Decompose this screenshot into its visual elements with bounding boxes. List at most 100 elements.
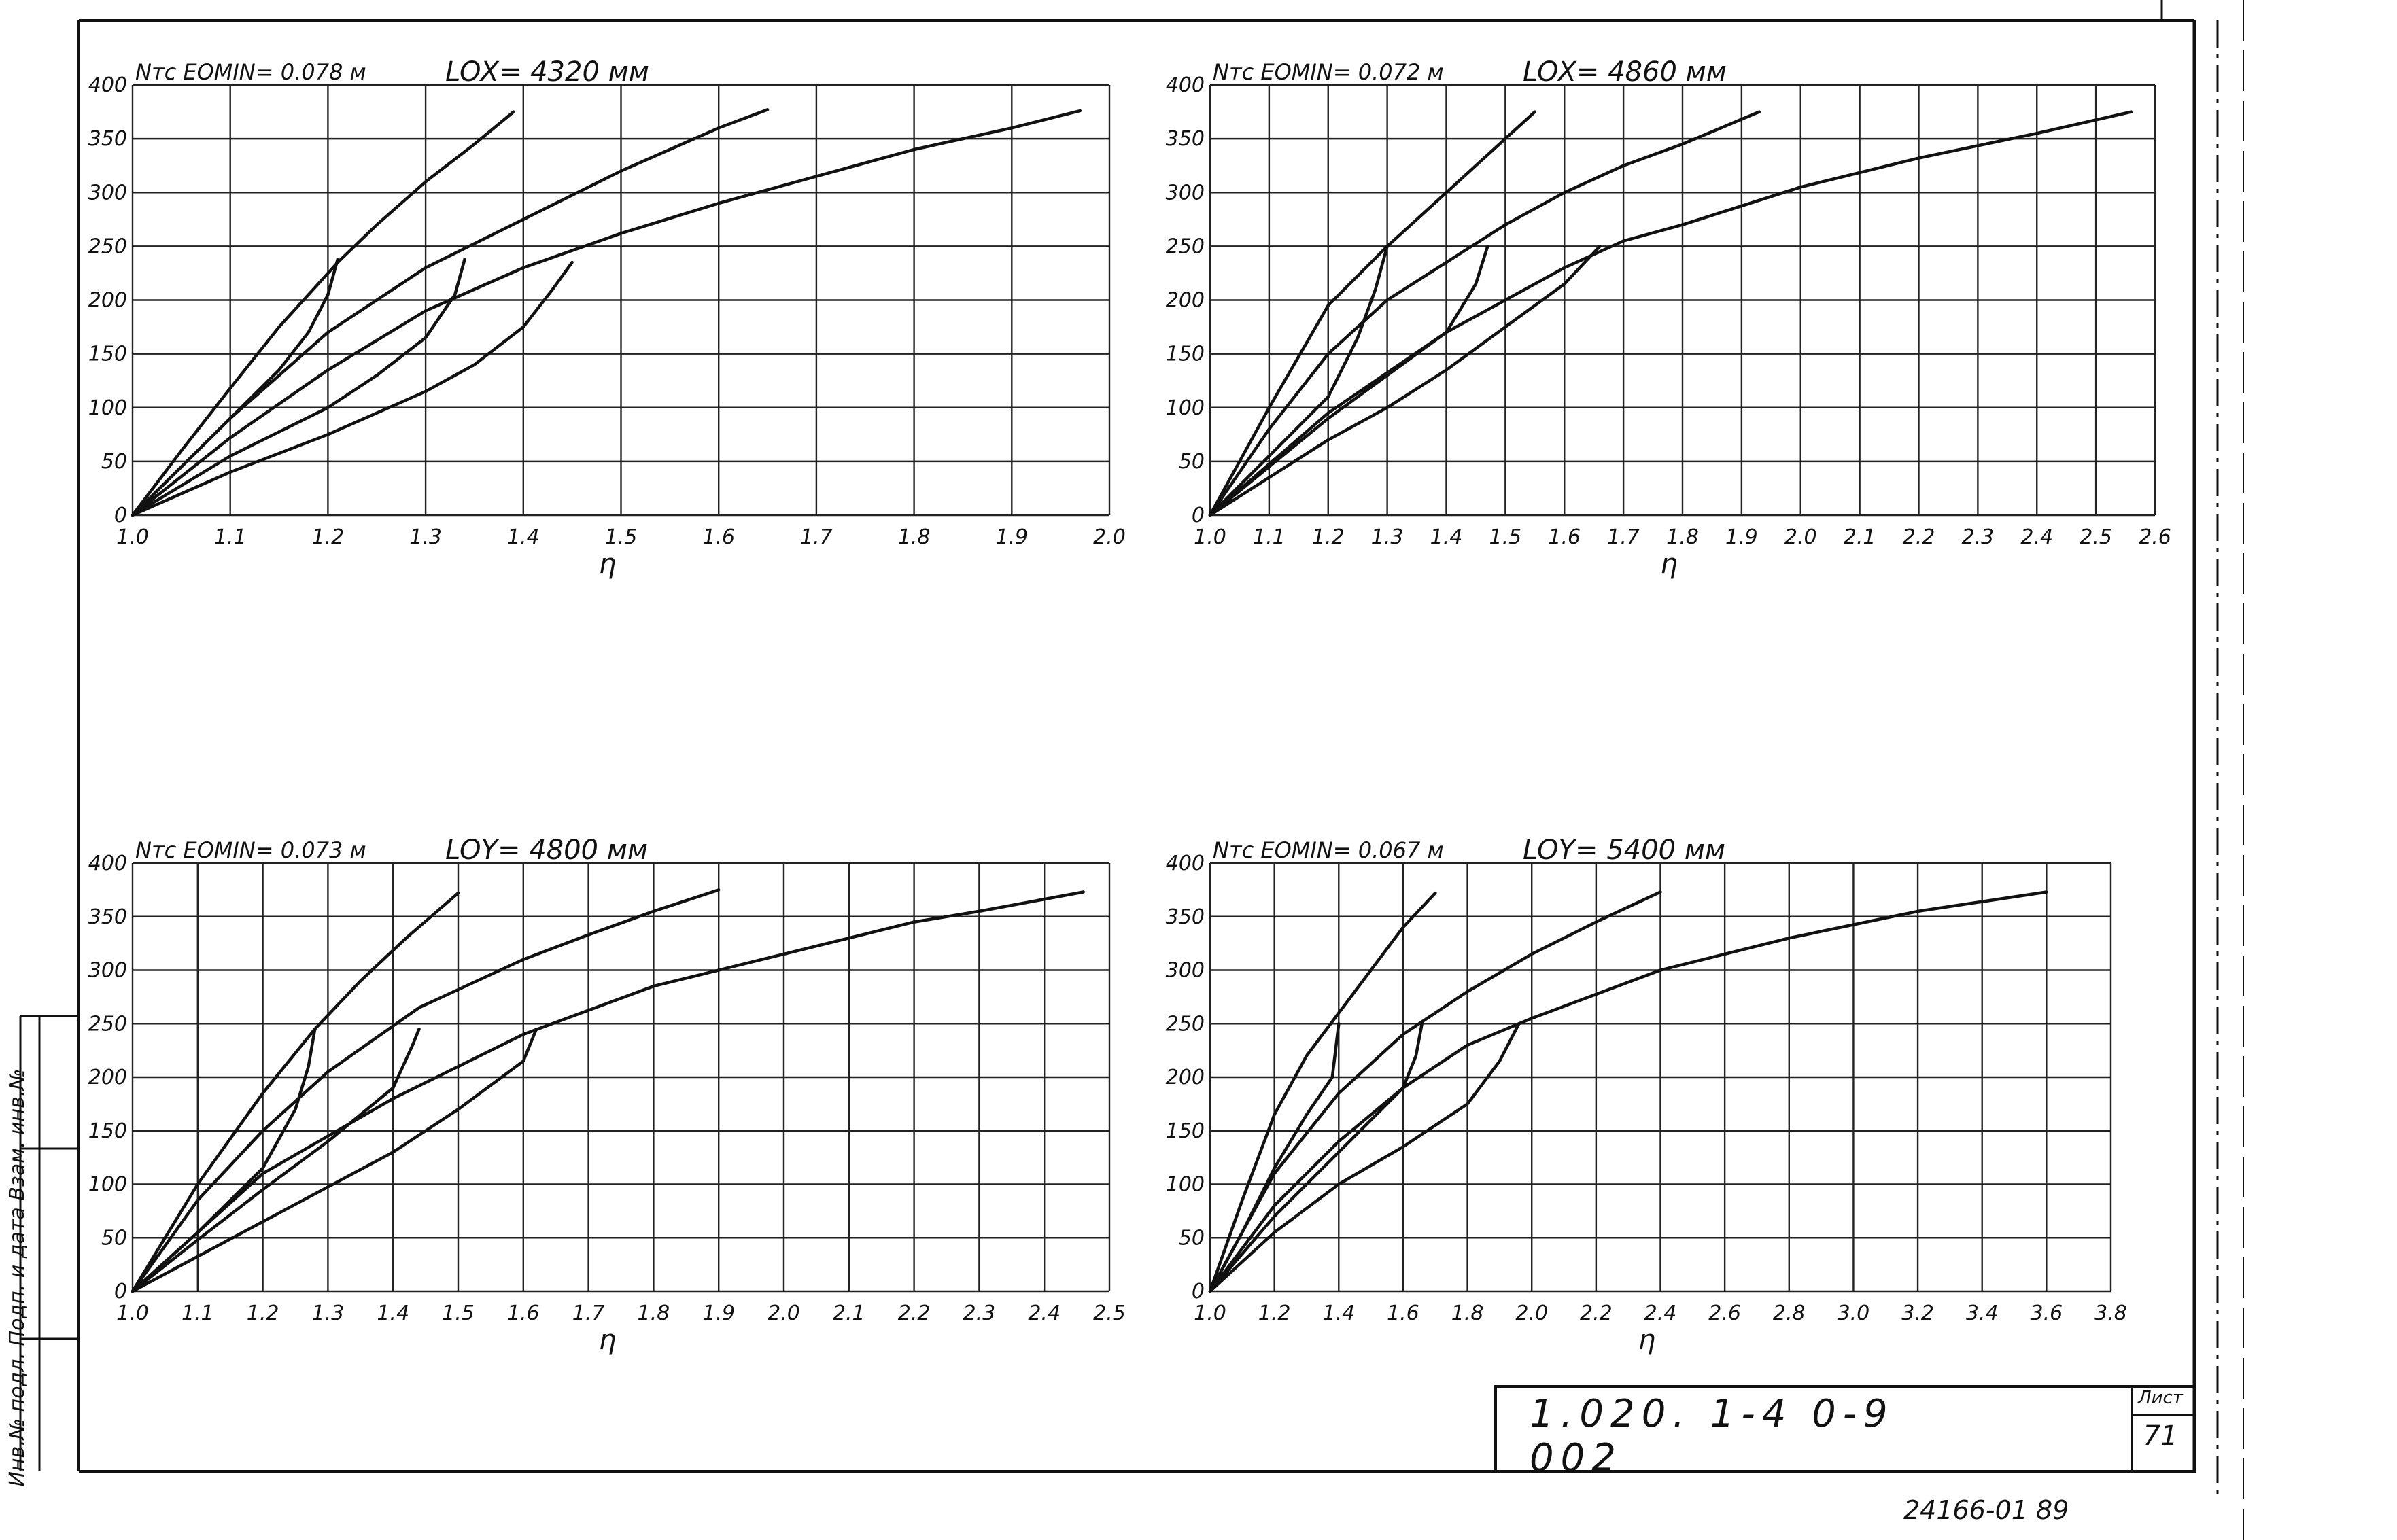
y-tick-label: 350 [1166,905,1205,929]
y-tick-label: 0 [1192,1280,1205,1303]
series-line [1208,890,2048,1293]
x-axis-label: η [599,548,616,580]
title-block [1494,1385,2196,1473]
y-tick-label: 250 [1166,1012,1205,1036]
x-tick-label: 1.4 [507,525,540,549]
series-line [131,260,574,517]
x-tick-label: 1.3 [409,525,442,549]
x-tick-label: 2.3 [1962,525,1995,549]
series-line [131,110,515,517]
y-tick-label: 200 [1166,289,1205,313]
x-tick-label: 3.6 [2030,1301,2063,1325]
chart-lox-4320: 1.0 1.1 1.2 1.3 1.4 1.5 1.6 1.7 1.8 1.9 2.0 0 50 100 1… [88,56,1126,580]
x-tick-label: 2.4 [2020,525,2053,549]
x-axis-label: η [1660,548,1677,580]
x-tick-label: 2.2 [1903,525,1935,549]
series-line [1208,245,1602,517]
chart-lox-4860: 1.0 1.1 1.2 1.3 1.4 1.5 1.6 1.7 1.8 1.9 2.0 2.1 2.2 2… [1166,56,2171,580]
x-tick-label: 1.8 [638,1301,670,1325]
y-tick-label: 50 [1179,450,1205,474]
x-tick-label: 1.1 [182,1301,214,1325]
y-tick-label: 250 [88,234,127,258]
document-designation: 1.020. 1-4 0-9 002 [1530,1392,1895,1480]
y-tick-label: 350 [88,127,127,151]
series-line [131,890,1085,1293]
sheet-number: 71 [2143,1420,2178,1452]
series-line [131,1027,538,1293]
chart-title: Nтс EOMIN= 0.073 м [135,837,366,863]
y-tick-label: 150 [88,343,127,366]
x-tick-label: 2.0 [1093,525,1126,549]
y-tick-label: 350 [1166,127,1205,151]
x-tick-label: 1.0 [116,1301,149,1325]
x-tick-label: 1.1 [214,525,247,549]
y-tick-label: 300 [88,959,127,983]
x-tick-label: 1.6 [1548,525,1581,549]
x-tick-label: 2.4 [1028,1301,1060,1325]
grid [131,84,1111,517]
x-tick-label: 1.1 [1253,525,1286,549]
x-tick-label: 2.3 [963,1301,996,1325]
chart-loy-5400: 1.0 1.2 1.4 1.6 1.8 2.0 2.2 2.4 2.6 2.8 3.0 3.2 3.4 3… [1166,835,2127,1356]
chart-subtitle: LOX= 4860 мм [1523,56,1727,88]
x-tick-label: 2.5 [1093,1301,1126,1325]
y-tick-label: 50 [1179,1226,1205,1250]
y-tick-label: 100 [1166,1173,1205,1197]
chart-title: Nтс EOMIN= 0.078 м [135,59,366,85]
series-line [1208,1019,1424,1293]
x-tick-label: 2.6 [2139,525,2171,549]
series-line [131,1027,421,1293]
x-tick-label: 1.8 [1451,1301,1484,1325]
x-tick-label: 1.3 [1371,525,1404,549]
y-tick-label: 150 [1166,1119,1205,1143]
x-tick-label: 1.6 [507,1301,540,1325]
series-line [1208,1022,1521,1293]
series-line [131,258,466,517]
grid [131,862,1111,1293]
series-line [131,109,1082,517]
y-tick-label: 400 [88,73,127,97]
x-tick-label: 1.5 [605,525,638,549]
series-line [1208,245,1489,517]
y-tick-label: 0 [114,504,127,527]
series-line [1208,891,1437,1293]
x-tick-label: 2.6 [1708,1301,1741,1325]
y-tick-label: 100 [1166,396,1205,420]
x-tick-label: 1.0 [1194,525,1226,549]
side-stamp-text: Инв.№ подл. Подп. и дата Взам. инв.№ [5,1068,29,1487]
series-line [131,258,340,517]
series-line [1208,890,1662,1293]
y-tick-label: 50 [101,1226,127,1250]
chart-subtitle: LOY= 4800 мм [445,835,648,866]
y-tick-label: 250 [1166,234,1205,258]
y-tick-label: 100 [88,1173,127,1197]
series-line [1208,245,1389,517]
chart-loy-4800: 1.0 1.1 1.2 1.3 1.4 1.5 1.6 1.7 1.8 1.9 2.0 2.1 2.2 2… [88,835,1126,1356]
x-tick-label: 1.0 [116,525,149,549]
x-tick-label: 3.8 [2094,1301,2127,1325]
side-stamp-frame [19,1015,79,1471]
series-line [1208,110,1761,517]
x-tick-label: 3.4 [1966,1301,1999,1325]
y-tick-label: 400 [1166,852,1205,875]
y-tick-label: 250 [88,1012,127,1036]
x-tick-label: 1.0 [1194,1301,1226,1325]
sheet-label: Лист [2138,1388,2183,1408]
y-tick-label: 300 [1166,181,1205,205]
y-tick-label: 200 [88,1066,127,1089]
y-tick-label: 200 [88,289,127,313]
series-line [131,1027,317,1293]
series-line [131,108,770,517]
x-tick-label: 3.2 [1901,1301,1934,1325]
x-tick-label: 2.4 [1644,1301,1677,1325]
series-line [131,888,721,1293]
y-tick-label: 100 [88,396,127,420]
y-tick-label: 300 [88,181,127,205]
x-tick-label: 1.6 [1387,1301,1419,1325]
x-tick-label: 2.2 [1580,1301,1613,1325]
x-tick-label: 1.6 [702,525,735,549]
x-tick-label: 2.0 [1515,1301,1548,1325]
y-tick-label: 150 [88,1119,127,1143]
x-tick-label: 1.2 [312,525,345,549]
